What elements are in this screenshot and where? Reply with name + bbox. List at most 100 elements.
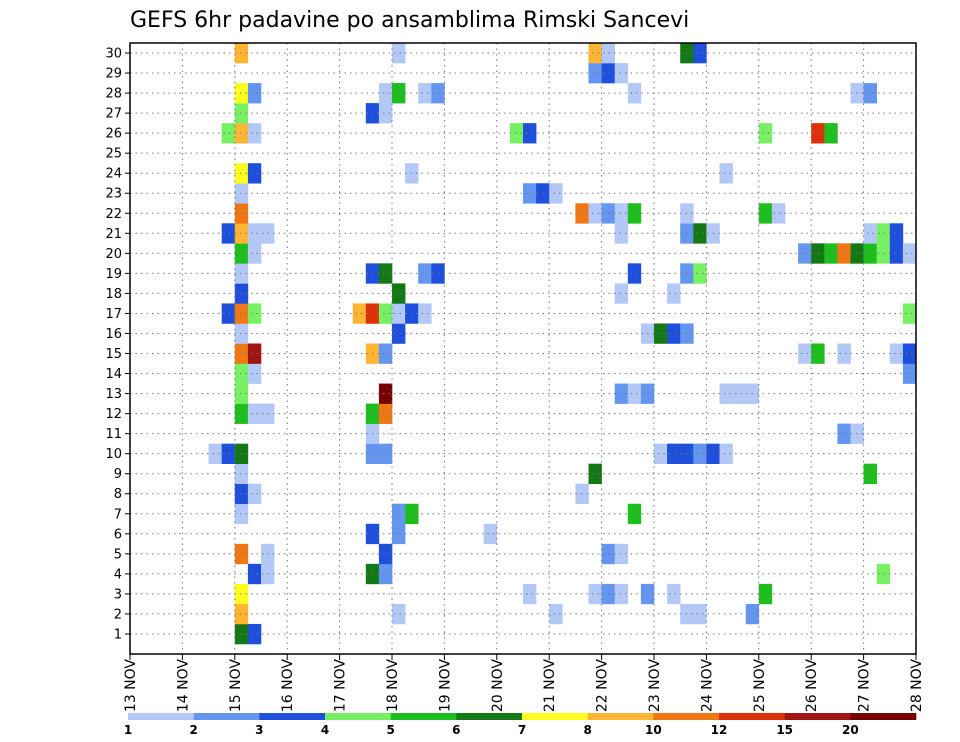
heat-cell	[693, 263, 707, 284]
x-tick-label: 18 NOV	[385, 659, 401, 713]
color-bar-label: 8	[583, 723, 591, 737]
heat-cell	[693, 223, 707, 244]
heat-cell	[392, 83, 406, 104]
heat-cell	[758, 203, 773, 224]
color-bar-swatch	[456, 713, 523, 720]
color-bar: 1 2 3 4 5 6 7 8 10 12 15 20	[124, 713, 917, 737]
heat-cell	[392, 503, 406, 525]
heat-cell	[378, 543, 393, 565]
y-tick-label: 13	[105, 387, 122, 402]
x-tick-label: 26 NOV	[804, 659, 820, 713]
heat-cell	[483, 523, 498, 545]
heat-cell	[719, 163, 733, 184]
y-tick-label: 18	[105, 287, 122, 302]
heat-cell	[627, 83, 642, 104]
heat-cell	[601, 63, 615, 84]
heat-cell	[418, 83, 432, 104]
heat-cell	[549, 603, 563, 625]
x-tick-label: 16 NOV	[280, 659, 296, 713]
heat-cell	[208, 443, 222, 464]
heat-cell	[863, 463, 877, 485]
heat-cell	[378, 83, 393, 104]
color-bar-label: 7	[518, 723, 526, 737]
y-tick-label: 23	[105, 187, 122, 202]
heat-cell	[523, 183, 537, 204]
color-bar-label: 15	[776, 723, 793, 737]
x-tick-label: 21 NOV	[542, 659, 558, 713]
heat-cell	[247, 83, 262, 104]
heat-cell	[614, 283, 629, 304]
cells-layer	[208, 43, 917, 645]
heat-cell	[614, 223, 629, 244]
chart-title: GEFS 6hr padavine po ansamblima Rimski S…	[130, 8, 689, 33]
color-bar-label: 3	[255, 723, 263, 737]
heat-cell	[392, 603, 406, 625]
heat-cell	[247, 223, 262, 244]
heat-cell	[667, 323, 681, 344]
x-tick-label: 17 NOV	[333, 659, 349, 713]
heat-cell	[221, 303, 236, 324]
x-tick-label: 27 NOV	[857, 659, 873, 713]
y-tick-label: 8	[114, 487, 122, 502]
y-tick-label: 27	[105, 107, 122, 122]
y-tick-label: 3	[114, 587, 122, 602]
heat-cell	[588, 63, 602, 84]
grid-layer	[130, 43, 916, 654]
heat-cell	[247, 403, 262, 424]
heat-cell	[863, 243, 877, 264]
color-bar-label: 5	[386, 723, 394, 737]
color-bar-swatch	[784, 713, 851, 720]
heat-cell	[627, 503, 642, 525]
heat-cell	[667, 443, 681, 464]
heat-cell	[654, 443, 668, 464]
heat-cell	[902, 363, 917, 384]
color-bar-label: 12	[711, 723, 728, 737]
y-axis: 1234567891011121314151617181920212223242…	[105, 47, 130, 642]
color-bar-swatch	[128, 713, 194, 720]
heat-cell	[614, 543, 629, 565]
x-tick-label: 19 NOV	[437, 659, 453, 713]
heat-cell	[601, 583, 615, 605]
color-bar-swatch	[325, 713, 391, 720]
y-tick-label: 19	[105, 267, 122, 282]
heat-cell	[771, 203, 786, 224]
heat-cell	[719, 443, 733, 464]
heat-cell	[378, 263, 393, 284]
heat-cell	[509, 123, 524, 144]
heat-cell	[247, 563, 262, 585]
heat-cell	[627, 383, 642, 404]
y-tick-label: 2	[114, 607, 122, 622]
heat-cell	[667, 283, 681, 304]
heat-cell	[863, 83, 877, 104]
heat-cell	[837, 423, 851, 444]
heat-cell	[588, 43, 602, 64]
heat-cell	[247, 303, 262, 324]
y-tick-label: 5	[114, 547, 122, 562]
heat-cell	[378, 403, 393, 424]
x-tick-label: 23 NOV	[647, 659, 663, 713]
heat-cell	[889, 243, 904, 264]
heat-cell	[719, 383, 733, 404]
heat-cell	[418, 303, 432, 324]
heat-cell	[601, 543, 615, 565]
heat-cell	[247, 343, 262, 364]
color-bar-label: 2	[189, 723, 197, 737]
heat-cell	[758, 583, 773, 605]
y-tick-label: 17	[105, 307, 122, 322]
heat-cell	[693, 603, 707, 625]
heat-cell	[418, 263, 432, 284]
heat-cell	[378, 443, 393, 464]
heat-cell	[824, 243, 838, 264]
y-tick-label: 10	[105, 447, 122, 462]
color-bar-label: 10	[645, 723, 662, 737]
heat-cell	[876, 223, 891, 244]
heat-cell	[837, 243, 851, 264]
heat-cell	[614, 583, 629, 605]
y-tick-label: 6	[114, 527, 122, 542]
y-tick-label: 25	[105, 147, 122, 162]
y-tick-label: 24	[105, 167, 122, 182]
heat-cell	[902, 303, 917, 324]
heat-cell	[876, 563, 891, 585]
color-bar-label: 20	[842, 723, 859, 737]
